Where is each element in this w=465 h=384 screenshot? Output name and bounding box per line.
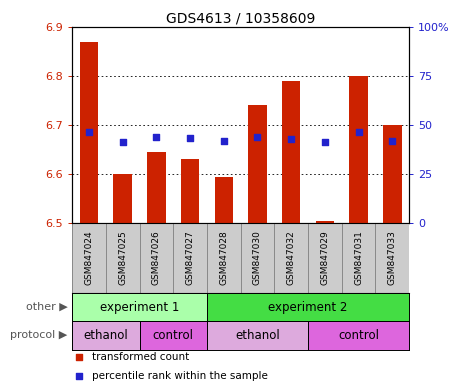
Text: experiment 1: experiment 1 xyxy=(100,301,179,314)
Bar xyxy=(72,293,207,321)
Point xyxy=(119,139,126,145)
Text: control: control xyxy=(338,329,379,342)
Bar xyxy=(282,81,300,223)
Point xyxy=(287,136,295,142)
Text: GSM847033: GSM847033 xyxy=(388,231,397,285)
Bar xyxy=(383,125,402,223)
Text: ethanol: ethanol xyxy=(83,329,128,342)
Bar xyxy=(80,41,98,223)
Point xyxy=(186,135,194,141)
Bar xyxy=(207,321,308,349)
Bar xyxy=(140,321,207,349)
Text: GSM847028: GSM847028 xyxy=(219,231,228,285)
Bar xyxy=(214,177,233,223)
Text: GSM847027: GSM847027 xyxy=(186,231,194,285)
Point xyxy=(321,139,329,145)
Bar xyxy=(72,321,140,349)
Point xyxy=(298,154,306,160)
Point xyxy=(389,137,396,144)
Point xyxy=(298,320,306,326)
Text: control: control xyxy=(153,329,194,342)
Point xyxy=(153,134,160,141)
Bar xyxy=(248,105,267,223)
Point xyxy=(254,134,261,141)
Bar xyxy=(316,221,334,223)
Text: GSM847031: GSM847031 xyxy=(354,231,363,285)
Bar xyxy=(349,76,368,223)
Text: ethanol: ethanol xyxy=(235,329,280,342)
Title: GDS4613 / 10358609: GDS4613 / 10358609 xyxy=(166,12,315,26)
Bar xyxy=(308,321,409,349)
Point xyxy=(85,129,93,136)
Text: experiment 2: experiment 2 xyxy=(268,301,348,314)
Bar xyxy=(207,293,409,321)
Text: other ▶: other ▶ xyxy=(26,302,67,312)
Text: GSM847024: GSM847024 xyxy=(85,231,93,285)
Text: transformed count: transformed count xyxy=(92,352,190,362)
Text: GSM847030: GSM847030 xyxy=(253,231,262,285)
Text: GSM847029: GSM847029 xyxy=(320,231,329,285)
Text: GSM847032: GSM847032 xyxy=(287,231,296,285)
Bar xyxy=(147,152,166,223)
Text: percentile rank within the sample: percentile rank within the sample xyxy=(92,371,268,381)
Point xyxy=(220,138,227,144)
Point xyxy=(355,129,362,136)
Bar xyxy=(113,174,132,223)
Text: protocol ▶: protocol ▶ xyxy=(10,331,67,341)
Text: GSM847026: GSM847026 xyxy=(152,231,161,285)
Bar xyxy=(181,159,199,223)
Text: GSM847025: GSM847025 xyxy=(118,231,127,285)
